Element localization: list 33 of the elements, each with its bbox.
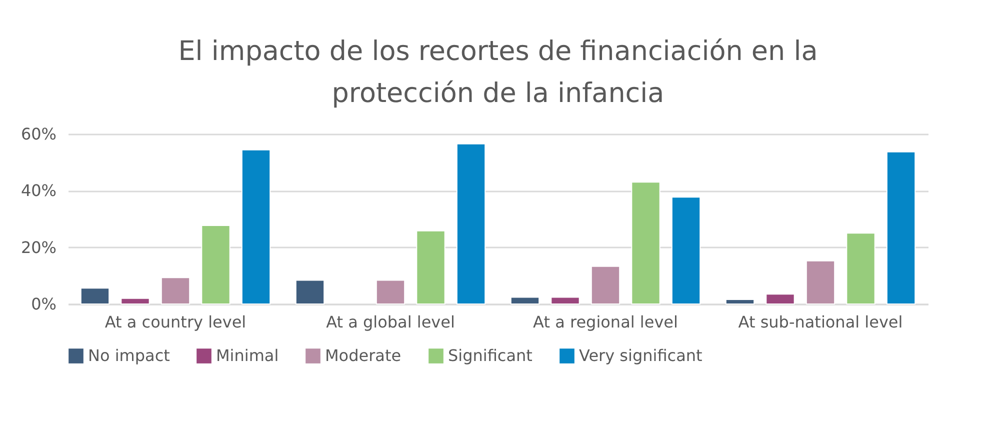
bar: [590, 266, 620, 304]
bar: [886, 151, 916, 304]
bar: [241, 149, 271, 304]
chart-title: El impacto de los recortes de financiación en la protección de la infancia: [178, 36, 818, 109]
legend-label: No impact: [88, 346, 170, 365]
bar: [160, 277, 190, 304]
x-tick-label: At a global level: [326, 312, 455, 332]
x-tick-label: At sub-national level: [738, 312, 903, 332]
y-tick-label: 60%: [20, 124, 56, 144]
bar: [631, 182, 660, 304]
legend-label: Very significant: [579, 346, 702, 365]
bar: [201, 225, 230, 304]
bar: [456, 143, 486, 304]
bar: [806, 260, 836, 304]
bar: [376, 280, 406, 304]
legend-label: Minimal: [216, 346, 279, 365]
legend-label: Moderate: [325, 346, 402, 365]
bar: [295, 280, 325, 304]
y-tick-label: 0%: [31, 294, 56, 314]
x-tick-label: At a country level: [104, 312, 246, 332]
y-tick-label: 40%: [20, 181, 56, 200]
legend-label: Significant: [448, 346, 532, 365]
bar: [846, 232, 876, 304]
y-tick-label: 20%: [20, 238, 56, 257]
bar: [671, 196, 701, 304]
bar: [510, 296, 540, 304]
bar: [80, 288, 110, 304]
bar: [766, 294, 795, 304]
bar: [725, 298, 755, 304]
bar: [416, 230, 446, 304]
x-tick-label: At a regional level: [533, 312, 678, 332]
bar: [120, 298, 150, 304]
bar: [550, 296, 580, 304]
